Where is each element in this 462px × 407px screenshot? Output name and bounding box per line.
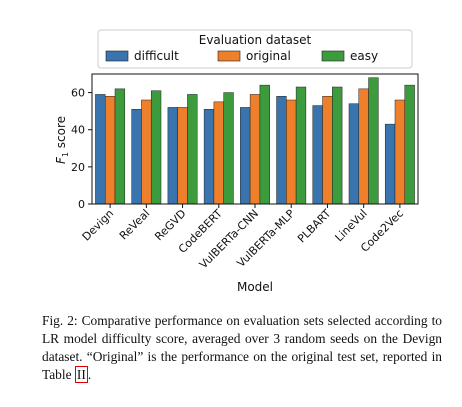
bar-VulBERTa-CNN-original bbox=[249, 94, 261, 205]
x-tick-label-ReVeal: ReVeal bbox=[117, 207, 152, 242]
bar-ReGVD-easy bbox=[187, 94, 198, 205]
bar-ReVeal-original bbox=[141, 99, 152, 205]
caption-end: . bbox=[87, 367, 92, 382]
legend: Evaluation dataset difficult original easy bbox=[97, 29, 413, 69]
bar-LineVul-difficult bbox=[348, 103, 360, 205]
table-reference-link[interactable]: II bbox=[74, 366, 88, 383]
y-tick-label-40: 40 bbox=[71, 124, 85, 137]
bar-VulBERTa-MLP-difficult bbox=[276, 96, 287, 205]
bar-ReVeal-easy bbox=[150, 90, 162, 205]
bar-chart: Evaluation dataset difficult original easy… bbox=[54, 29, 419, 294]
y-tick-label-20: 20 bbox=[71, 161, 85, 174]
x-tick-label-Devign: Devign bbox=[80, 207, 117, 244]
bar-PLBART-easy bbox=[332, 86, 343, 205]
bar-Code2Vec-easy bbox=[404, 84, 415, 205]
legend-label-easy: easy bbox=[350, 49, 378, 63]
axes-frame bbox=[91, 73, 419, 205]
bar-LineVul-original bbox=[358, 88, 369, 205]
bar-Devign-difficult bbox=[95, 94, 106, 205]
bar-CodeBERT-original bbox=[213, 101, 224, 205]
legend-title: Evaluation dataset bbox=[199, 33, 312, 47]
bar-CodeBERT-difficult bbox=[203, 109, 215, 205]
caption-text: Comparative performance on evaluation se… bbox=[42, 313, 442, 382]
legend-label-difficult: difficult bbox=[134, 49, 179, 63]
bar-CodeBERT-easy bbox=[223, 92, 234, 205]
bar-Code2Vec-difficult bbox=[384, 123, 396, 205]
bar-PLBART-difficult bbox=[312, 105, 323, 205]
figure-caption: Fig. 2: Comparative performance on evalu… bbox=[42, 312, 442, 384]
y-axis-label: F1 score bbox=[54, 116, 70, 164]
bar-VulBERTa-MLP-original bbox=[286, 99, 297, 205]
x-tick-label-ReGVD: ReGVD bbox=[152, 207, 188, 243]
bar-ReGVD-original bbox=[177, 107, 188, 205]
bar-PLBART-original bbox=[322, 96, 333, 205]
bar-Code2Vec-original bbox=[394, 99, 406, 205]
bar-LineVul-easy bbox=[368, 77, 379, 205]
bar-VulBERTa-MLP-easy bbox=[295, 86, 307, 205]
y-tick-label-60: 60 bbox=[71, 87, 85, 100]
legend-swatch-easy bbox=[321, 50, 345, 62]
bar-VulBERTa-CNN-difficult bbox=[240, 107, 251, 205]
y-tick-label-0: 0 bbox=[78, 198, 85, 211]
legend-swatch-difficult bbox=[105, 50, 129, 62]
legend-swatch-original bbox=[217, 50, 241, 62]
x-tick-label-PLBART: PLBART bbox=[295, 207, 334, 246]
legend-label-original: original bbox=[246, 49, 291, 63]
bar-Devign-easy bbox=[114, 88, 126, 205]
caption-label: Fig. 2: bbox=[42, 313, 78, 328]
bar-ReVeal-difficult bbox=[131, 109, 142, 205]
x-axis-label: Model bbox=[237, 280, 273, 294]
bar-ReGVD-difficult bbox=[167, 107, 178, 205]
bar-VulBERTa-CNN-easy bbox=[259, 84, 270, 205]
bar-Devign-original bbox=[104, 96, 116, 205]
